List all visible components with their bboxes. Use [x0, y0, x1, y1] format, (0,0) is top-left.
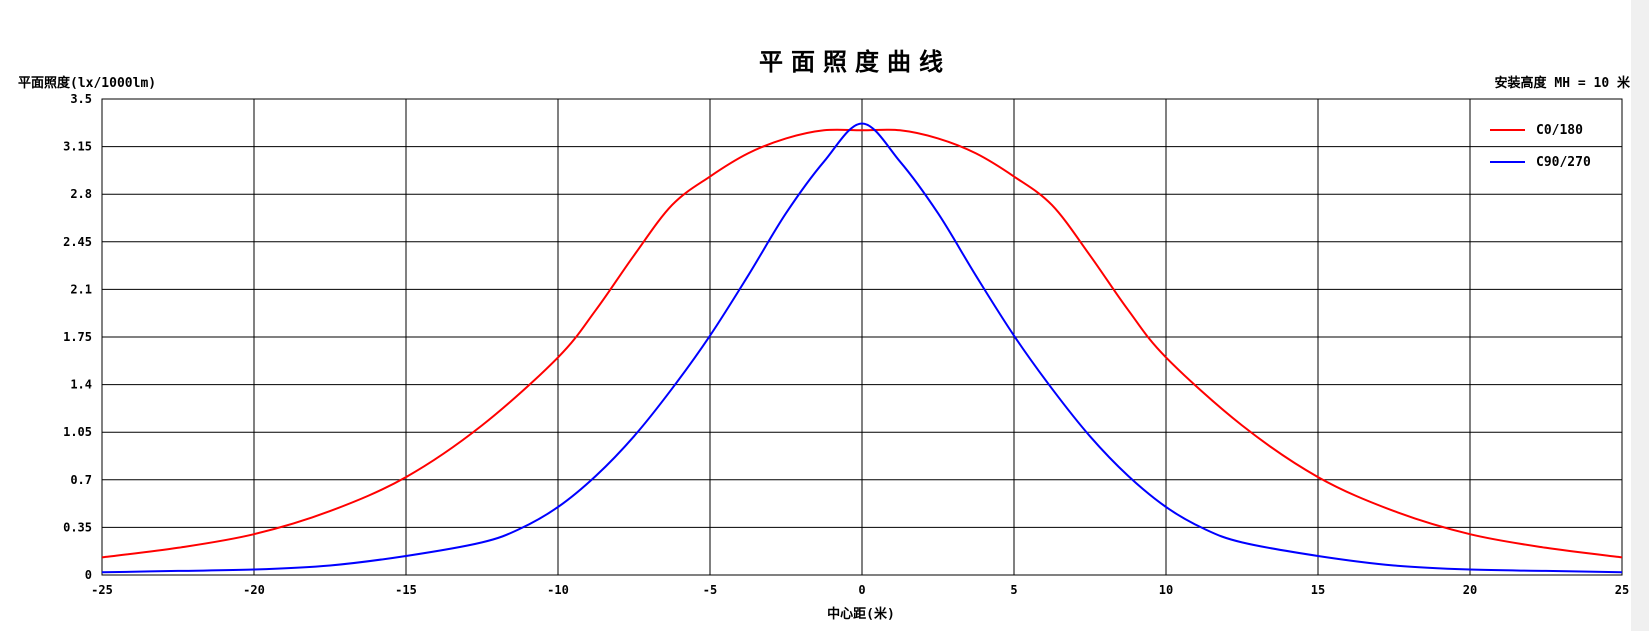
x-tick-label: -5	[703, 583, 717, 597]
x-tick-label: 0	[858, 583, 865, 597]
y-tick-label: 0.35	[63, 520, 92, 534]
x-tick-label: 10	[1159, 583, 1173, 597]
y-tick-label: 1.75	[63, 330, 92, 344]
y-tick-label: 3.15	[63, 140, 92, 154]
x-tick-label: 25	[1615, 583, 1629, 597]
y-tick-label: 3.5	[70, 92, 92, 106]
y-tick-label: 0	[85, 568, 92, 582]
y-tick-label: 0.7	[70, 473, 92, 487]
series-lines	[101, 122, 1623, 574]
x-axis-label: 中心距(米)	[827, 606, 895, 622]
x-tick-label: 20	[1463, 583, 1477, 597]
chart-title: 平面照度曲线	[759, 47, 951, 76]
y-tick-label: 2.45	[63, 235, 92, 249]
grid	[101, 98, 1623, 576]
legend: C0/180 C90/270	[1490, 123, 1591, 170]
x-tick-label: -15	[395, 583, 417, 597]
window-edge	[1631, 0, 1649, 631]
series-line-c90-270	[101, 122, 1623, 574]
x-tick-label: -25	[91, 583, 113, 597]
legend-label-c90-270: C90/270	[1536, 155, 1591, 170]
series-line-c0-180	[101, 128, 1623, 559]
y-axis-label: 平面照度(lx/1000lm)	[18, 75, 156, 91]
x-tick-label: 15	[1311, 583, 1325, 597]
x-tick-label: -20	[243, 583, 265, 597]
y-tick-label: 2.1	[70, 282, 92, 296]
y-tick-label: 1.05	[63, 425, 92, 439]
mounting-height-annotation: 安装高度 MH = 10 米	[1495, 75, 1631, 91]
y-tick-label: 2.8	[70, 187, 92, 201]
tick-labels: -25 -20 -15 -10 -5 0 5 10 15 20 25 0 0.35 0.7 1.05 1.4 1…	[63, 92, 1629, 597]
x-tick-label: -10	[547, 583, 569, 597]
legend-label-c0-180: C0/180	[1536, 123, 1583, 138]
x-tick-label: 5	[1010, 583, 1017, 597]
y-tick-label: 1.4	[70, 378, 92, 392]
